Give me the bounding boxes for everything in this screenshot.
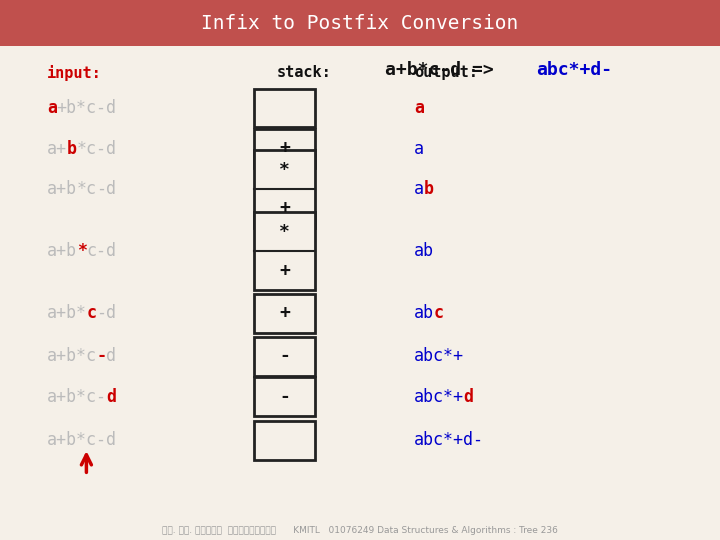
Text: ab: ab	[414, 304, 434, 322]
Text: output:: output:	[414, 65, 478, 80]
Text: a+b*c-d =>: a+b*c-d =>	[385, 61, 505, 79]
Text: input:: input:	[47, 65, 102, 81]
FancyBboxPatch shape	[254, 129, 315, 168]
Text: d: d	[464, 388, 474, 406]
FancyBboxPatch shape	[254, 421, 315, 460]
Text: c-d: c-d	[86, 242, 117, 260]
FancyBboxPatch shape	[254, 150, 315, 228]
Text: *c: *c	[76, 180, 96, 198]
Text: d: d	[107, 347, 117, 366]
Text: a+b: a+b	[47, 242, 77, 260]
Text: *: *	[279, 160, 290, 179]
Text: +: +	[279, 261, 290, 280]
Text: abc*+: abc*+	[414, 347, 464, 366]
Text: a+b*c: a+b*c	[47, 347, 96, 366]
Text: -: -	[279, 388, 290, 406]
Text: abc*+: abc*+	[414, 388, 464, 406]
Text: a+b*c-: a+b*c-	[47, 388, 107, 406]
Text: *c-d: *c-d	[76, 139, 117, 158]
Text: a+b: a+b	[47, 180, 77, 198]
Text: a: a	[414, 139, 424, 158]
Text: c: c	[86, 304, 96, 322]
Text: d: d	[107, 388, 117, 406]
Text: a: a	[47, 99, 57, 117]
Text: รศ. ดร. บุญธร  เครือตราช      KMITL   01076249 Data Structures & Algorithms : Tr: รศ. ดร. บุญธร เครือตราช KMITL 01076249 D…	[162, 526, 558, 535]
FancyBboxPatch shape	[254, 377, 315, 416]
Text: +: +	[279, 199, 290, 218]
Text: a: a	[414, 180, 424, 198]
Text: +: +	[279, 304, 290, 322]
Text: *: *	[76, 242, 86, 260]
Text: a+b*c-d: a+b*c-d	[47, 431, 117, 449]
FancyBboxPatch shape	[254, 294, 315, 333]
Text: -d: -d	[96, 180, 117, 198]
Text: a+: a+	[47, 139, 67, 158]
Text: abc*+d-: abc*+d-	[414, 431, 484, 449]
Text: Infix to Postfix Conversion: Infix to Postfix Conversion	[202, 14, 518, 33]
Text: abc*+d-: abc*+d-	[536, 61, 613, 79]
FancyBboxPatch shape	[254, 212, 315, 290]
Text: ab: ab	[414, 242, 434, 260]
FancyBboxPatch shape	[254, 89, 315, 127]
Text: c: c	[434, 304, 444, 322]
Text: b: b	[67, 139, 76, 158]
Text: b: b	[424, 180, 434, 198]
Text: -: -	[96, 347, 107, 366]
FancyBboxPatch shape	[0, 0, 720, 46]
Text: -: -	[279, 347, 290, 366]
Text: a: a	[414, 99, 424, 117]
Text: -d: -d	[96, 304, 117, 322]
Text: +: +	[279, 139, 290, 158]
Text: a+b*: a+b*	[47, 304, 87, 322]
FancyBboxPatch shape	[254, 337, 315, 376]
Text: stack:: stack:	[277, 65, 332, 80]
Text: +b*c-d: +b*c-d	[57, 99, 117, 117]
Text: *: *	[279, 222, 290, 241]
